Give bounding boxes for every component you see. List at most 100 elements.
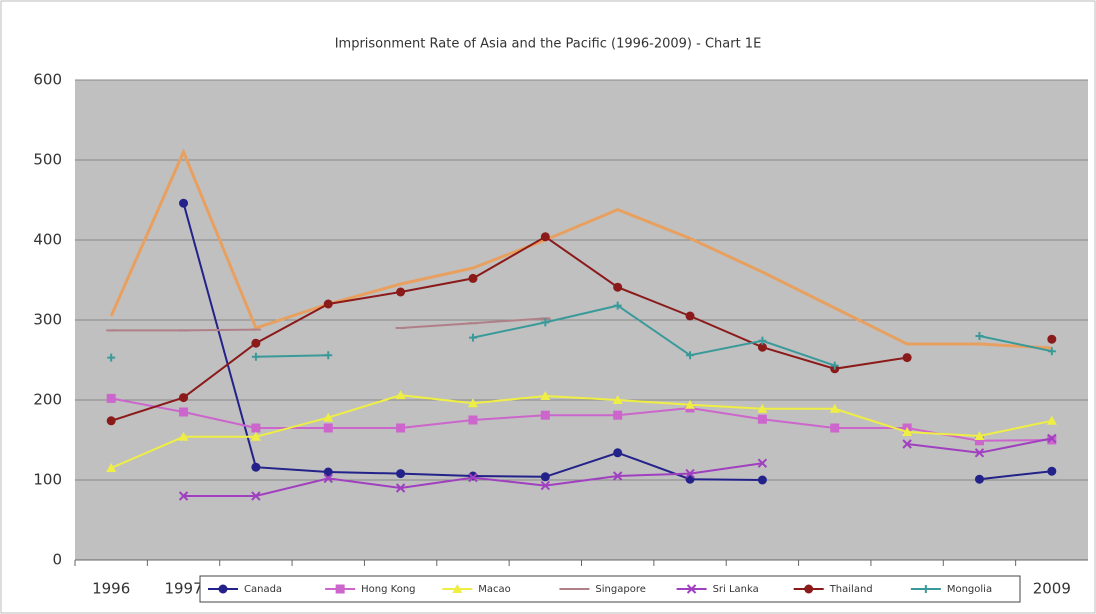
series-line (110, 394, 1053, 469)
marker (686, 584, 697, 594)
legend-box (199, 575, 1021, 603)
marker (396, 287, 406, 297)
marker (323, 423, 333, 433)
marker (452, 584, 463, 593)
marker (179, 393, 189, 403)
y-tick-label: 300 (33, 311, 62, 329)
marker (179, 198, 189, 208)
marker (757, 475, 767, 485)
marker (106, 416, 116, 426)
marker (540, 472, 550, 482)
marker (107, 353, 116, 362)
marker (396, 423, 406, 433)
marker (1047, 334, 1057, 344)
marker (323, 412, 334, 422)
marker (218, 584, 228, 594)
series-line (255, 354, 329, 358)
x-tick-label: 2009 (1033, 580, 1071, 598)
y-tick-label: 600 (33, 71, 62, 89)
marker (613, 282, 623, 292)
marker (1047, 435, 1057, 445)
marker (974, 474, 984, 484)
chart-title: Imprisonment Rate of Asia and the Pacifi… (335, 37, 762, 52)
marker (540, 391, 551, 400)
marker (757, 342, 767, 352)
marker (612, 395, 623, 404)
marker (829, 403, 840, 413)
marker (804, 584, 814, 594)
series-line (472, 304, 836, 367)
marker (251, 352, 260, 361)
marker (974, 436, 984, 446)
marker (1047, 433, 1057, 444)
marker (468, 471, 478, 481)
y-tick-label: 200 (33, 391, 62, 409)
marker (758, 336, 767, 345)
marker (468, 273, 478, 283)
marker (541, 318, 550, 327)
y-tick-label: 500 (33, 151, 62, 169)
legend-label: Macao (478, 584, 511, 595)
marker (323, 473, 333, 484)
y-tick-label: 400 (33, 231, 62, 249)
marker (1047, 466, 1057, 476)
marker (250, 431, 261, 441)
marker (757, 414, 767, 424)
marker (902, 427, 913, 436)
legend-label: Canada (244, 584, 282, 595)
marker (613, 301, 622, 310)
marker (613, 410, 623, 420)
marker (251, 423, 261, 433)
marker (540, 232, 550, 242)
marker (395, 483, 406, 493)
marker (395, 390, 406, 400)
series-line (979, 470, 1052, 481)
marker (468, 472, 478, 483)
marker (323, 467, 333, 477)
series-line (109, 148, 1052, 350)
marker (106, 463, 117, 472)
marker (830, 423, 840, 433)
marker (1047, 347, 1056, 356)
marker (396, 469, 406, 479)
series-line (979, 335, 1053, 353)
marker (757, 458, 768, 468)
legend-label: Thailand (829, 584, 873, 595)
marker (613, 448, 623, 458)
marker (1046, 415, 1057, 425)
marker (921, 585, 930, 593)
marker (323, 299, 333, 309)
marker (178, 431, 189, 441)
marker (324, 351, 333, 360)
legend-label: Hong Kong (361, 584, 415, 595)
marker (757, 403, 768, 413)
series-line (110, 235, 908, 422)
marker (902, 353, 912, 363)
marker (468, 415, 478, 425)
marker (830, 361, 839, 370)
marker (251, 491, 261, 501)
y-tick-label: 0 (52, 551, 62, 569)
marker (686, 351, 695, 360)
marker (975, 332, 984, 340)
x-tick-label: 1997 (164, 580, 202, 598)
marker (468, 333, 477, 342)
y-tick-label: 100 (33, 471, 62, 489)
marker (179, 407, 189, 417)
x-tick-label: 1996 (92, 580, 130, 598)
marker (106, 393, 116, 403)
legend-label: Mongolia (947, 584, 992, 595)
marker (974, 448, 985, 458)
marker (612, 471, 623, 481)
marker (467, 398, 478, 408)
marker (540, 410, 550, 420)
marker (685, 468, 695, 479)
marker (685, 399, 696, 409)
marker (251, 338, 261, 348)
legend-label: Sri Lanka (713, 584, 759, 595)
marker (974, 431, 985, 440)
marker (335, 584, 345, 594)
marker (685, 311, 695, 321)
marker (540, 480, 551, 491)
